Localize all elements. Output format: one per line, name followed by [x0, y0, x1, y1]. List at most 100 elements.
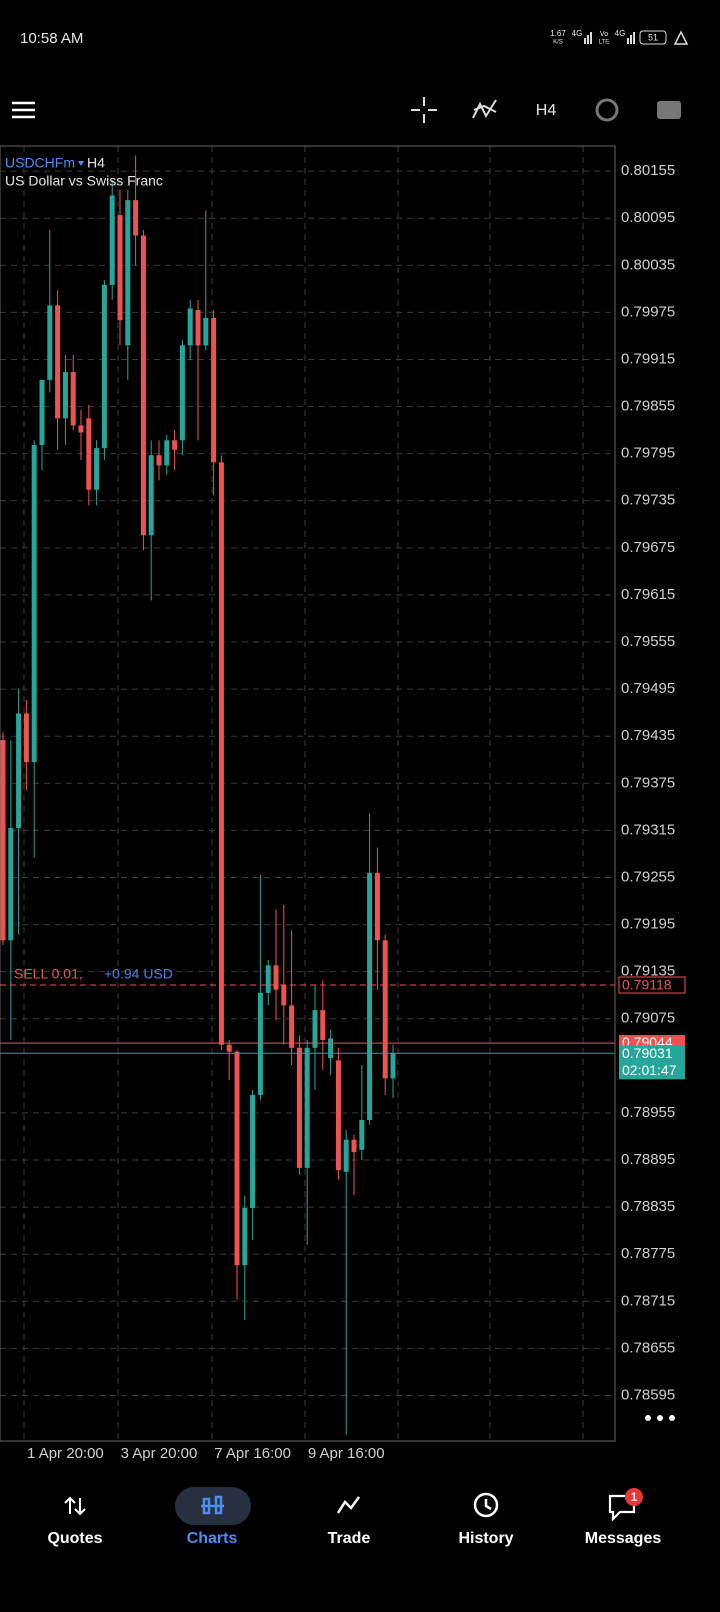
candle-body: [328, 1038, 334, 1058]
candle-body: [156, 455, 162, 466]
candle-body: [16, 713, 22, 829]
position-profit: +0.94 USD: [104, 966, 173, 982]
y-tick-label: 0.79135: [621, 963, 675, 980]
y-tick-label: 0.79375: [621, 774, 675, 791]
x-tick-label: 3 Apr 20:00: [121, 1445, 198, 1462]
candle-body: [47, 305, 53, 380]
bar-timer: 02:01:47: [622, 1062, 677, 1078]
more-button[interactable]: [645, 1415, 675, 1421]
candle-body: [335, 1060, 341, 1171]
y-tick-label: 0.78595: [621, 1386, 675, 1403]
candle-body: [23, 713, 29, 763]
candle-body: [133, 200, 139, 236]
trade-icon: [336, 1496, 361, 1514]
y-tick-label: 0.78655: [621, 1339, 675, 1356]
y-tick-label: 0.79255: [621, 868, 675, 885]
status-network: 4G: [572, 29, 583, 38]
symbol-dropdown[interactable]: [78, 161, 84, 166]
menu-button[interactable]: [12, 101, 35, 119]
candle-body: [125, 200, 131, 346]
candle-body: [390, 1053, 396, 1079]
y-tick-label: 0.79735: [621, 492, 675, 509]
candle-body: [172, 440, 178, 450]
crosshair-button[interactable]: [411, 97, 437, 123]
bid-price: 0.79031: [622, 1045, 673, 1061]
candle-body: [320, 1010, 326, 1040]
y-tick-label: 0.79675: [621, 539, 675, 556]
position-price: 0.79118: [622, 977, 672, 993]
candle-body: [62, 372, 68, 419]
y-tick-label: 0.80095: [621, 209, 675, 226]
chart-frame: [0, 145, 616, 1442]
y-tick-label: 0.78955: [621, 1104, 675, 1121]
trade-button[interactable]: [657, 101, 681, 119]
y-tick-label: 0.80155: [621, 162, 675, 179]
candle-body: [31, 445, 37, 763]
y-tick-label: 0.79795: [621, 445, 675, 462]
battery-icon: [639, 30, 667, 45]
description: US Dollar vs Swiss Franc: [5, 173, 163, 189]
symbol[interactable]: USDCHFm: [5, 155, 75, 171]
status-volte: Vo: [600, 31, 608, 38]
candle-body: [374, 872, 380, 941]
candle-body: [195, 310, 201, 346]
status-speed-unit: K/S: [553, 40, 563, 46]
y-tick-label: 0.79915: [621, 350, 675, 367]
candle-body: [94, 448, 100, 490]
candle-body: [367, 872, 373, 1120]
candle-body: [273, 965, 279, 990]
candle-body: [55, 305, 61, 419]
nav-messages[interactable]: Messages: [585, 1530, 662, 1547]
y-tick-label: 0.79495: [621, 680, 675, 697]
position-price-box: [618, 976, 686, 994]
candle-body: [39, 379, 45, 446]
timeframe-button[interactable]: H4: [536, 102, 557, 119]
candle-body: [296, 1047, 302, 1168]
candle-body: [218, 462, 224, 1045]
candle-body: [343, 1139, 349, 1172]
badge: [625, 1488, 643, 1506]
y-tick-label: 0.79195: [621, 916, 675, 933]
y-tick-label: 0.79075: [621, 1010, 675, 1027]
candle-body: [289, 1005, 295, 1048]
position-label: SELL 0.01,: [14, 966, 83, 982]
nav-history[interactable]: History: [458, 1530, 513, 1547]
x-tick-label: 9 Apr 16:00: [308, 1445, 385, 1462]
candle-body: [0, 740, 6, 941]
signal-icons: [584, 32, 635, 44]
bid-box: [619, 1045, 685, 1080]
status-lte: LTE: [599, 40, 610, 46]
charts-icon: [201, 1495, 224, 1515]
y-tick-label: 0.79555: [621, 633, 675, 650]
alert-icon: [673, 30, 689, 45]
y-tick-label: 0.78895: [621, 1151, 675, 1168]
candle-body: [187, 308, 193, 346]
status-network: 4G: [615, 29, 626, 38]
candle-body: [257, 992, 263, 1095]
candle-body: [78, 425, 84, 433]
y-tick-label: 0.79975: [621, 303, 675, 320]
y-tick-label: 0.78775: [621, 1245, 675, 1262]
y-tick-label: 0.78715: [621, 1292, 675, 1309]
candle-body: [101, 284, 107, 449]
x-tick-label: 1 Apr 20:00: [27, 1445, 104, 1462]
candle-body: [312, 1010, 318, 1048]
candle-body: [351, 1139, 357, 1153]
indicators-button[interactable]: [472, 99, 497, 119]
vertical-grid: [23, 146, 584, 1441]
y-tick-label: 0.79435: [621, 727, 675, 744]
nav-trade[interactable]: Trade: [328, 1530, 371, 1547]
nav-charts[interactable]: Charts: [187, 1530, 238, 1547]
candle-body: [265, 965, 271, 993]
status-time: 10:58 AM: [20, 30, 83, 47]
nav-quotes[interactable]: Quotes: [47, 1530, 102, 1547]
candle-body: [148, 455, 154, 536]
timeframe-label: H4: [87, 155, 105, 171]
candle-body: [359, 1119, 365, 1150]
candle-body: [234, 1051, 240, 1266]
candles: [0, 155, 396, 1435]
clock-button[interactable]: [595, 98, 619, 122]
candle-body: [164, 440, 170, 466]
